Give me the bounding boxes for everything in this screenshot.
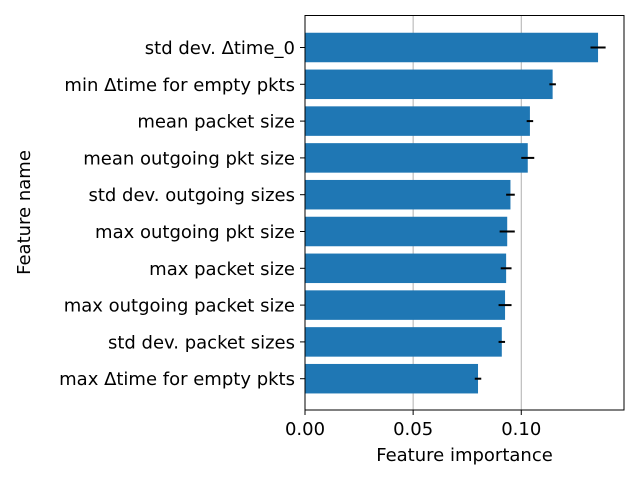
y-tick-label: max outgoing pkt size (95, 222, 295, 243)
x-axis-label: Feature importance (376, 445, 553, 466)
bar (305, 327, 502, 357)
y-axis-label: Feature name (14, 150, 35, 275)
error-bars (474, 46, 606, 380)
y-tick-label: max packet size (149, 259, 295, 280)
x-tick-label: 0.05 (393, 419, 433, 440)
bar (305, 179, 511, 210)
bar (305, 69, 553, 100)
y-tick-label: std dev. packet sizes (108, 332, 295, 353)
y-tick-label: mean outgoing pkt size (83, 148, 295, 169)
x-tick-labels: 0.00 0.05 0.10 (285, 410, 541, 440)
bar (305, 32, 599, 63)
y-tick-label: min Δtime for empty pkts (64, 75, 295, 96)
bar (305, 106, 530, 136)
x-tick-label: 0.00 (285, 419, 325, 440)
bar (305, 253, 507, 284)
y-tick-label: max outgoing packet size (64, 296, 295, 317)
bar (305, 143, 528, 173)
y-tick-label: mean packet size (137, 112, 295, 133)
y-tick-label: std dev. outgoing sizes (88, 185, 295, 206)
x-tick-label: 0.10 (501, 419, 541, 440)
y-tick-label: std dev. Δtime_0 (145, 38, 295, 59)
bar (305, 290, 506, 320)
bars (305, 32, 599, 394)
bar (305, 216, 508, 247)
bar (305, 363, 479, 394)
y-tick-label: max Δtime for empty pkts (59, 369, 295, 390)
plot-frame (304, 15, 625, 411)
